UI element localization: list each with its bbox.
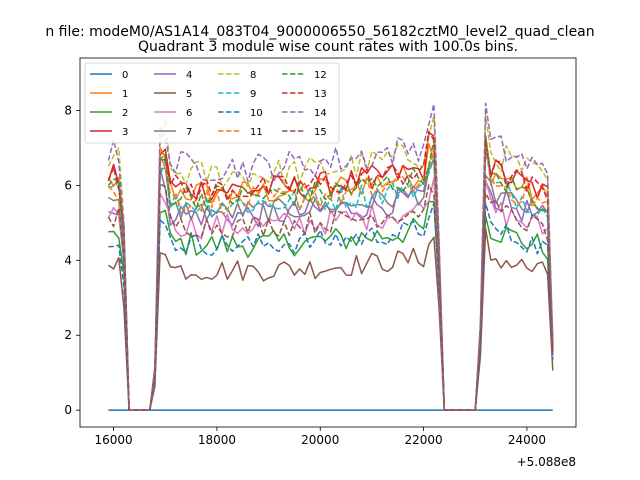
legend-label-11: 11 xyxy=(250,127,263,138)
legend-label-6: 6 xyxy=(186,108,192,119)
figure-suptitle: n file: modeM0/AS1A14_083T04_9000006550_… xyxy=(45,24,594,40)
plot-frame xyxy=(79,57,577,428)
y-tick-label: 6 xyxy=(64,178,72,192)
legend-label-8: 8 xyxy=(250,70,256,81)
x-tick-label: 24000 xyxy=(508,433,546,447)
series-line-5 xyxy=(107,228,554,411)
y-tick-label: 0 xyxy=(64,403,72,417)
x-offset-label: +5.088e8 xyxy=(517,455,576,469)
legend-label-10: 10 xyxy=(250,108,263,119)
legend-label-3: 3 xyxy=(122,127,128,138)
x-tick-label: 20000 xyxy=(301,433,339,447)
y-tick-label: 4 xyxy=(64,253,72,267)
legend-label-0: 0 xyxy=(122,70,128,81)
series-line-14 xyxy=(107,102,554,411)
legend-label-5: 5 xyxy=(186,89,192,100)
series-line-15 xyxy=(107,182,554,411)
series-line-8 xyxy=(107,114,554,411)
chart-title: Quadrant 3 module wise count rates with … xyxy=(138,39,518,55)
series-line-3 xyxy=(107,131,554,411)
series-group xyxy=(107,102,554,411)
legend-label-4: 4 xyxy=(186,70,192,81)
plot-area: 16000 18000 20000 22000 24000024680123456789… xyxy=(64,57,577,447)
x-tick-label: 18000 xyxy=(198,433,236,447)
x-tick-label: 16000 xyxy=(94,433,132,447)
x-tick-label: 22000 xyxy=(404,433,442,447)
legend-label-12: 12 xyxy=(314,70,327,81)
series-line-9 xyxy=(108,148,554,411)
y-tick-label: 2 xyxy=(64,328,72,342)
legend-label-13: 13 xyxy=(314,89,327,100)
legend-label-14: 14 xyxy=(314,108,327,119)
legend-label-9: 9 xyxy=(250,89,256,100)
legend-label-15: 15 xyxy=(314,127,327,138)
legend-label-1: 1 xyxy=(122,89,128,100)
legend-box xyxy=(84,62,340,144)
legend-label-2: 2 xyxy=(122,108,128,119)
legend-label-7: 7 xyxy=(186,127,192,138)
y-tick-label: 8 xyxy=(64,103,72,117)
